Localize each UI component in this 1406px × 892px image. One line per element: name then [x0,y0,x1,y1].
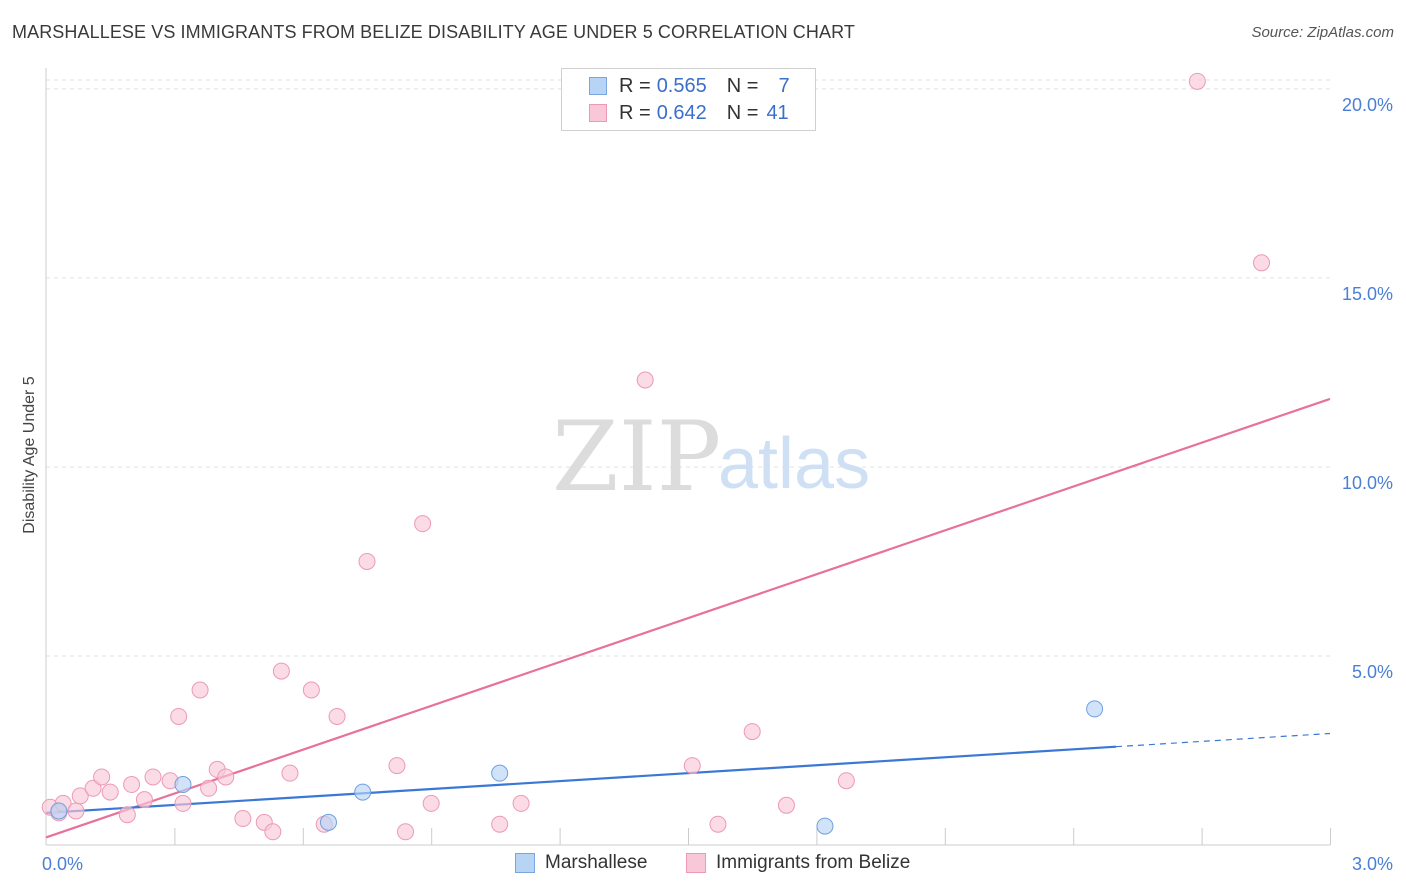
legend-n-label: N = [726,74,759,97]
legend-row-marshallese: R = 0.565 N = 7 [589,73,790,99]
point-belize [358,552,376,570]
legend-r-value: 0.642 [656,101,707,124]
watermark: ZIP atlas [552,401,870,513]
legend-r-label: R = [619,74,651,97]
trend-line-marshallese-extension [1115,732,1331,748]
point-belize [191,681,209,699]
point-belize [234,810,252,828]
point-belize [777,796,795,814]
y-axis-label: Disability Age Under 5 [21,376,38,534]
chart-title: MARSHALLESE VS IMMIGRANTS FROM BELIZE DI… [12,22,855,42]
point-belize [1188,72,1206,90]
point-belize [414,515,432,533]
y-tick-label: 20.0% [1342,95,1393,115]
point-marshallese [354,783,372,801]
point-marshallese [319,813,337,831]
watermark-atlas: atlas [718,424,870,504]
source-label: Source: ZipAtlas.com [1251,24,1394,41]
bottom-legend-label-marshallese: Marshallese [545,852,648,873]
point-marshallese [50,802,68,820]
watermark-zip: ZIP [552,401,721,513]
legend-swatch-belize [589,104,607,122]
point-belize [67,802,85,820]
point-belize [397,823,415,841]
bottom-legend-label-belize: Immigrants from Belize [716,852,911,873]
point-belize [743,723,761,741]
y-tick-label: 5.0% [1352,662,1393,682]
point-belize [264,823,282,841]
y-tick-label: 15.0% [1342,284,1393,304]
data-points [41,72,1271,841]
point-belize [144,768,162,786]
point-belize [135,791,153,809]
point-belize [93,768,111,786]
y-tick-label: 10.0% [1342,473,1393,493]
point-belize [281,764,299,782]
bottom-legend-marshallese[interactable]: Marshallese [515,852,647,874]
tick-labels: 5.0% 10.0% 15.0% 20.0% 0.0% 3.0% [42,95,1393,874]
legend-n-value: 41 [766,101,789,124]
point-belize [422,794,440,812]
bottom-legend-swatch-belize [686,853,706,873]
x-tick-label: 0.0% [42,854,83,874]
point-belize [170,707,188,725]
point-belize [709,815,727,833]
point-belize [328,707,346,725]
legend-r-label: R = [619,101,651,124]
point-marshallese [816,817,834,835]
point-marshallese [1086,700,1104,718]
point-belize [491,815,509,833]
legend-n-label: N = [726,101,759,124]
correlation-legend: R = 0.565 N = 7 R = 0.642 N = 41 [561,68,816,131]
point-belize [123,776,141,794]
point-belize [84,779,102,797]
point-belize [174,794,192,812]
legend-n-value: 7 [778,74,790,97]
trend-lines [45,397,1331,839]
bottom-legend-swatch-marshallese [515,853,535,873]
legend-r-value: 0.565 [656,74,707,97]
legend-row-belize: R = 0.642 N = 41 [589,100,789,126]
point-belize [1253,254,1271,272]
point-belize [388,757,406,775]
bottom-legend-belize[interactable]: Immigrants from Belize [686,852,910,874]
point-belize [118,806,136,824]
axes [45,68,1331,846]
trend-line-belize [45,397,1331,839]
point-marshallese [491,764,509,782]
x-tick-label: 3.0% [1352,854,1393,874]
point-belize [217,768,235,786]
point-belize [636,371,654,389]
trend-line-marshallese [45,745,1117,814]
grid-lines [46,79,1330,657]
point-belize [302,681,320,699]
point-belize [200,779,218,797]
point-marshallese [174,776,192,794]
point-belize [837,772,855,790]
point-belize [683,757,701,775]
legend-swatch-marshallese [589,77,607,95]
point-belize [272,662,290,680]
point-belize [512,794,530,812]
point-belize [71,787,89,805]
point-belize [101,783,119,801]
